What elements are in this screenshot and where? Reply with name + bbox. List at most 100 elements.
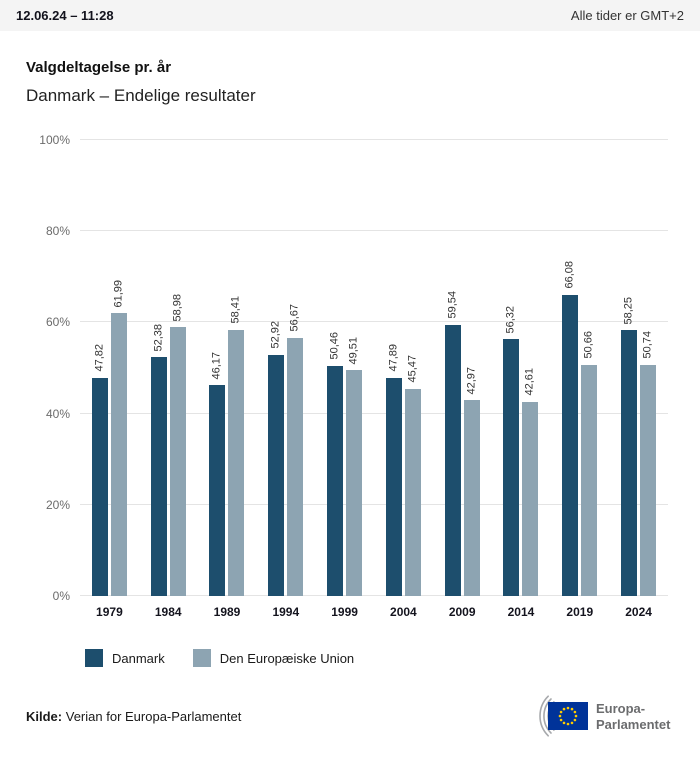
bar-column: 50,74 [640, 140, 657, 596]
bar-group-2024: 58,25 50,74 [609, 140, 668, 596]
bar-danmark[interactable] [562, 294, 579, 596]
eu-flag-icon [548, 702, 588, 730]
x-axis-label: 1979 [96, 605, 123, 619]
x-axis-label: 2024 [625, 605, 652, 619]
bar-value-label: 46,17 [210, 351, 223, 380]
bar-value-label: 58,41 [229, 296, 242, 324]
gridline [80, 412, 668, 414]
bar-group-2009: 59,54 42,97 [433, 140, 492, 596]
x-axis: 1979 1984 1989 1994 1999 2004 2009 2014 2019 2024 [80, 605, 668, 619]
y-axis-tick: 40% [45, 406, 70, 421]
legend-item-den-europæiske-union[interactable]: Den Europæiske Union [192, 649, 354, 667]
bar-value-label: 52,92 [269, 321, 282, 349]
footer: Kilde: Verian for Europa-Parlamentet Eur… [26, 693, 674, 739]
source-note: Kilde: Verian for Europa-Parlamentet [26, 709, 241, 724]
logo-text-line2: Parlamentet [596, 717, 671, 732]
bar-danmark[interactable] [150, 357, 167, 596]
bar-column: 59,54 [444, 140, 461, 596]
bar-danmark[interactable] [503, 339, 520, 596]
bar-value-label: 50,66 [582, 331, 595, 359]
bar-value-label: 45,47 [406, 355, 419, 383]
gridline [80, 503, 668, 505]
bar-den-europæiske-union[interactable] [640, 364, 657, 596]
source-text: Verian for Europa-Parlamentet [65, 708, 242, 724]
plot-area: 0% 20% 40% 60% 80% 100% 47,82 61,99 52,38 58,98 46… [39, 133, 668, 603]
x-axis-label: 1999 [331, 605, 358, 619]
eu-star-icon [566, 706, 570, 710]
bar-group-1999: 50,46 49,51 [315, 140, 374, 596]
bar-den-europæiske-union[interactable] [287, 337, 304, 596]
bar-value-label: 56,67 [288, 304, 301, 332]
bar-danmark[interactable] [91, 377, 108, 596]
eu-star-icon [573, 710, 577, 714]
bar-group-2019: 66,08 50,66 [550, 140, 609, 596]
legend-swatch [192, 649, 211, 667]
bar-value-label: 49,51 [347, 336, 360, 365]
bar-danmark[interactable] [621, 330, 638, 596]
bar-value-label: 47,89 [387, 344, 400, 372]
bar-group-1994: 52,92 56,67 [256, 140, 315, 596]
bar-group-2014: 56,32 42,61 [492, 140, 551, 596]
eu-star-icon [558, 714, 562, 718]
bar-danmark[interactable] [268, 354, 285, 596]
bar-value-label: 50,46 [328, 332, 341, 360]
bar-group-1989: 46,17 58,41 [198, 140, 257, 596]
y-axis-tick: 20% [45, 497, 70, 512]
x-axis-label: 2014 [507, 605, 535, 619]
logo-text-line1: Europa- [596, 701, 645, 716]
bar-value-label: 61,99 [112, 279, 125, 308]
bar-danmark[interactable] [327, 365, 344, 596]
y-axis-tick: 80% [45, 224, 70, 239]
bar-den-europæiske-union[interactable] [404, 388, 421, 596]
bar-column: 50,46 [327, 140, 344, 596]
x-axis-label: 2009 [448, 605, 476, 619]
bar-column: 49,51 [346, 140, 363, 596]
bar-value-label: 59,54 [446, 290, 459, 319]
bar-den-europæiske-union[interactable] [581, 365, 598, 596]
bar-value-label: 58,98 [171, 293, 184, 322]
bar-den-europæiske-union[interactable] [463, 400, 480, 596]
y-axis-tick: 60% [45, 315, 70, 330]
bar-danmark[interactable] [209, 385, 226, 596]
top-bar: 12.06.24 – 11:28 Alle tider er GMT+2 [0, 0, 700, 31]
source-label: Kilde: [26, 708, 63, 724]
bar-danmark[interactable] [385, 377, 402, 596]
timestamp: 12.06.24 – 11:28 [16, 8, 114, 23]
bar-column: 61,99 [110, 140, 127, 596]
bar-chart: 0% 20% 40% 60% 80% 100% 47,82 61,99 52,38 58,98 46… [39, 133, 668, 619]
gridline [80, 139, 668, 140]
eu-star-icon [573, 718, 577, 722]
bar-value-label: 52,38 [152, 323, 165, 352]
bar-den-europæiske-union[interactable] [228, 329, 245, 596]
bar-group-1984: 52,38 58,98 [139, 140, 198, 596]
bar-value-label: 42,61 [523, 368, 536, 396]
eu-star-icon [559, 710, 563, 714]
eu-star-icon [562, 707, 566, 711]
eu-star-icon [566, 722, 570, 726]
x-axis-label: 1984 [154, 605, 182, 619]
x-axis-label: 2004 [390, 605, 417, 619]
legend-swatch [85, 649, 103, 667]
bar-value-label: 58,25 [622, 296, 635, 325]
bar-den-europæiske-union[interactable] [169, 327, 186, 596]
bar-column: 45,47 [404, 140, 421, 596]
bar-value-label: 47,82 [93, 344, 106, 372]
bar-column: 42,97 [463, 140, 480, 596]
page-subtitle: Danmark – Endelige resultater [26, 86, 256, 105]
eu-stars-icon [558, 706, 578, 726]
bar-den-europæiske-union[interactable] [110, 313, 127, 596]
bar-column: 52,38 [150, 140, 167, 596]
gridline [80, 230, 668, 232]
gridline [80, 595, 668, 596]
bar-column: 47,89 [385, 140, 402, 596]
bar-value-label: 50,74 [641, 331, 654, 359]
legend-item-danmark[interactable]: Danmark [85, 649, 165, 667]
europa-parlamentet-logo: Europa- Parlamentet [539, 695, 671, 737]
gridline [80, 321, 668, 323]
bar-column: 42,61 [522, 140, 539, 596]
bar-den-europæiske-union[interactable] [346, 370, 363, 596]
bar-column: 66,08 [562, 140, 579, 596]
bar-column: 58,98 [169, 140, 186, 596]
bar-danmark[interactable] [444, 324, 461, 596]
bar-den-europæiske-union[interactable] [522, 401, 539, 596]
